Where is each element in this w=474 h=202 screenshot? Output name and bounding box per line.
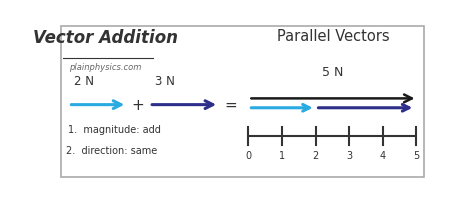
Text: plainphysics.com: plainphysics.com [69, 62, 141, 71]
Text: 1: 1 [279, 150, 285, 160]
Text: 2: 2 [312, 150, 319, 160]
Text: Parallel Vectors: Parallel Vectors [277, 29, 389, 44]
Text: 4: 4 [380, 150, 386, 160]
Text: 3 N: 3 N [155, 74, 174, 87]
Text: 2.  direction: same: 2. direction: same [66, 146, 157, 156]
Text: +: + [132, 98, 145, 113]
Text: =: = [225, 98, 237, 113]
Text: 5 N: 5 N [322, 66, 344, 79]
Text: Vector Addition: Vector Addition [33, 29, 178, 47]
Text: 2 N: 2 N [74, 74, 94, 87]
FancyBboxPatch shape [61, 27, 424, 177]
Text: 0: 0 [246, 150, 252, 160]
Text: 3: 3 [346, 150, 352, 160]
Text: 5: 5 [413, 150, 419, 160]
Text: 1.  magnitude: add: 1. magnitude: add [68, 125, 161, 135]
